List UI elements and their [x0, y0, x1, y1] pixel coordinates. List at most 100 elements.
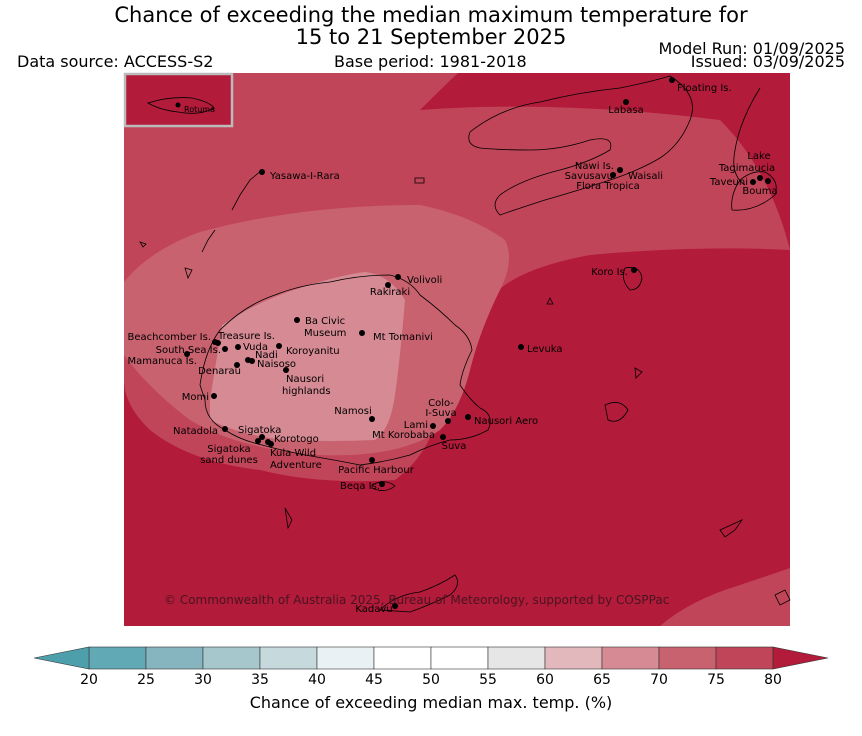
- place-label: Colo-: [428, 398, 454, 409]
- model-run: Model Run: 01/09/2025: [658, 39, 846, 58]
- place-dot: [445, 418, 451, 424]
- place-label: Levuka: [527, 344, 563, 355]
- place-label: Koro Is.: [591, 267, 628, 278]
- colorbar-segment: [202, 646, 261, 670]
- colorbar-segment: [601, 646, 660, 670]
- colorbar-tick-label: 80: [764, 672, 782, 688]
- zone-65: [210, 272, 405, 441]
- place-label: Koroyanitu: [286, 346, 340, 357]
- place-label: Beachcomber Is.: [128, 332, 211, 343]
- place-dot: [294, 317, 300, 323]
- place-label: Lake: [747, 151, 770, 162]
- copyright-note: © Commonwealth of Australia 2025, Bureau…: [164, 593, 669, 607]
- colorbar-low-extend: [33, 646, 90, 670]
- place-dot: [623, 99, 629, 105]
- map-title-line2: 15 to 21 September 2025: [295, 25, 567, 49]
- place-label: Natadola: [173, 426, 218, 437]
- place-dot: [359, 330, 365, 336]
- colorbar-segment: [658, 646, 717, 670]
- colorbar-segment: [715, 646, 774, 670]
- place-dot: [259, 169, 265, 175]
- colorbar-segment: [544, 646, 603, 670]
- place-dot: [518, 344, 524, 350]
- place-dot: [392, 603, 398, 609]
- place-label: South Sea Is.: [156, 345, 221, 356]
- place-label: Kula Wild: [270, 448, 316, 459]
- place-label: Mt Korobaba: [372, 430, 435, 441]
- colorbar-tick-label: 35: [251, 672, 269, 688]
- place-label: Museum: [304, 328, 346, 339]
- place-label: Sigatoka: [238, 425, 281, 436]
- place-label: Korotogo: [274, 434, 319, 445]
- place-label: Tagimaucia: [718, 163, 775, 174]
- map-title-line1: Chance of exceeding the median maximum t…: [114, 3, 748, 27]
- place-label: Momi: [182, 392, 209, 403]
- place-dot: [222, 346, 228, 352]
- place-dot: [430, 423, 436, 429]
- place-dot: [385, 282, 391, 288]
- colorbar-segment: [88, 646, 147, 670]
- colorbar-tick-label: 65: [593, 672, 611, 688]
- place-label: Namosi: [334, 406, 371, 417]
- place-dot: [211, 393, 217, 399]
- colorbar-segment: [145, 646, 204, 670]
- colorbar-segment: [373, 646, 432, 670]
- place-dot: [259, 434, 265, 440]
- place-dot: [369, 416, 375, 422]
- place-label: sand dunes: [200, 455, 258, 466]
- place-label: Kadavu: [355, 604, 392, 615]
- colorbar: [33, 646, 829, 670]
- place-label: Floating Is.: [677, 83, 732, 94]
- place-label: Sigatoka: [207, 444, 250, 455]
- place-dot: [222, 426, 228, 432]
- colorbar-tick-label: 25: [137, 672, 155, 688]
- place-label: Nawi Is.: [575, 161, 614, 172]
- place-dot: [750, 179, 756, 185]
- place-label: Mt Tomanivi: [373, 332, 433, 343]
- place-label: Lami: [404, 420, 428, 431]
- rotuma-inset: Rotuma: [123, 72, 234, 128]
- place-dot: [283, 367, 289, 373]
- place-label: Treasure Is.: [217, 331, 275, 342]
- place-dot: [369, 457, 375, 463]
- data-source: Data source: ACCESS-S2: [17, 52, 214, 71]
- colorbar-segment: [487, 646, 546, 670]
- base-period: Base period: 1981-2018: [334, 52, 527, 71]
- place-dot: [631, 267, 637, 273]
- place-label: Vuda: [243, 342, 268, 353]
- place-dot: [215, 340, 221, 346]
- place-label: highlands: [282, 386, 331, 397]
- place-label: Labasa: [608, 105, 644, 116]
- colorbar-tick-label: 50: [422, 672, 440, 688]
- issued-date: Issued: 03/09/2025: [690, 52, 845, 71]
- place-label: Suva: [442, 441, 467, 452]
- colorbar-tick-label: 30: [194, 672, 212, 688]
- place-dot: [379, 481, 385, 487]
- place-label: Volivoli: [407, 275, 442, 286]
- place-dot: [249, 358, 255, 364]
- place-label: Nausori Aero: [474, 416, 538, 427]
- place-dot: [268, 441, 274, 447]
- place-label: I-Suva: [425, 408, 456, 419]
- place-dot: [276, 343, 282, 349]
- colorbar-segment: [316, 646, 375, 670]
- place-dot: [184, 351, 190, 357]
- place-label: Waisali: [628, 171, 663, 182]
- place-dot: [610, 172, 616, 178]
- colorbar-tick-label: 45: [365, 672, 383, 688]
- place-dot: [440, 434, 446, 440]
- place-label: Pacific Harbour: [338, 465, 415, 476]
- place-label: Mamanuca Is.: [128, 356, 197, 367]
- place-dot: [234, 362, 240, 368]
- place-dot: [669, 77, 675, 83]
- colorbar-high-extend: [772, 646, 829, 670]
- place-label: Beqa Is.: [340, 481, 380, 492]
- place-dot: [255, 438, 261, 444]
- place-label: Adventure: [270, 460, 322, 471]
- place-label: Nadi: [255, 350, 278, 361]
- colorbar-tick-label: 55: [479, 672, 497, 688]
- place-label: Flora Tropica: [576, 181, 639, 192]
- place-dot: [765, 178, 771, 184]
